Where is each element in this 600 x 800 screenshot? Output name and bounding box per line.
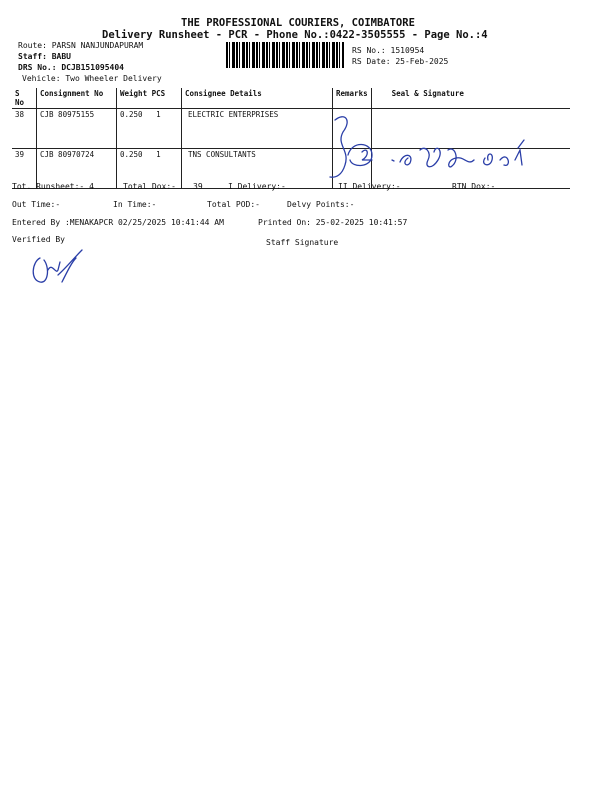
sno: 38 [12,108,37,149]
staff-signature: Staff Signature [266,238,339,247]
consignee: TNS CONSULTANTS [181,148,333,189]
barcode [226,42,344,68]
weight: 0.250 [120,150,143,159]
receiver-signature [329,116,373,178]
consignment-no: CJB 80975155 [36,108,117,149]
ii-delivery: II Delivery:- [338,182,401,191]
col-consignment: Consignment No [36,88,117,109]
total-pod: Total POD:- [207,200,260,209]
total-dox-value: 39 [193,182,203,191]
col-remarks: Remarks [332,88,372,109]
pcs: 1 [156,150,161,159]
col-consignee: Consignee Details [181,88,333,109]
total-dox: Total Dox:- [123,182,176,191]
rtn-dox: RTN Dox:- [452,182,496,191]
sno: 39 [12,148,37,189]
route: Route: PARSN NANJUNDAPURAM [18,41,144,50]
weight-pcs: 0.250 1 [116,148,182,189]
seal-signature [370,108,570,149]
table-row: 38 CJB 80975155 0.250 1 ELECTRIC ENTERPR… [12,108,570,149]
table-header: S No Consignment No Weight PCS Consignee… [12,88,570,109]
delvy-points: Delvy Points:- [287,200,355,209]
consignment-table: S No Consignment No Weight PCS Consignee… [12,88,570,189]
receiver-signature-script [391,139,525,168]
weight: 0.250 [120,110,143,119]
col-weight-pcs: Weight PCS [116,88,182,109]
verified-by: Verified By [12,235,65,244]
printed-on: Printed On: 25-02-2025 10:41:57 [258,218,408,227]
tot-runsheet: Tot. Runsheet:- 4 [12,182,94,191]
i-delivery: I Delivery:- [228,182,286,191]
col-sno: S No [12,88,37,109]
staff: Staff: BABU [18,52,71,61]
entered-by: Entered By :MENAKAPCR 02/25/2025 10:41:4… [12,218,224,227]
rs-no: RS No.: 1510954 [352,46,425,55]
consignment-no: CJB 80970724 [36,148,117,189]
col-seal: Seal & Signature [370,88,570,109]
weight-pcs: 0.250 1 [116,108,182,149]
company-name: THE PROFESSIONAL COURIERS, COIMBATORE [181,17,415,29]
pcs: 1 [156,110,161,119]
seal-signature [370,148,570,189]
table-row: 39 CJB 80970724 0.250 1 TNS CONSULTANTS [12,148,570,189]
drs-no: DRS No.: DCJB151095404 [18,63,124,72]
remarks [332,148,372,189]
in-time: In Time:- [113,200,157,209]
document-title: Delivery Runsheet - PCR - Phone No.:0422… [102,29,488,41]
verifier-signature [32,249,83,283]
vehicle: Vehicle: Two Wheeler Delivery [22,74,162,83]
consignee: ELECTRIC ENTERPRISES [181,108,333,149]
out-time: Out Time:- [12,200,61,209]
rs-date: RS Date: 25-Feb-2025 [352,57,449,66]
